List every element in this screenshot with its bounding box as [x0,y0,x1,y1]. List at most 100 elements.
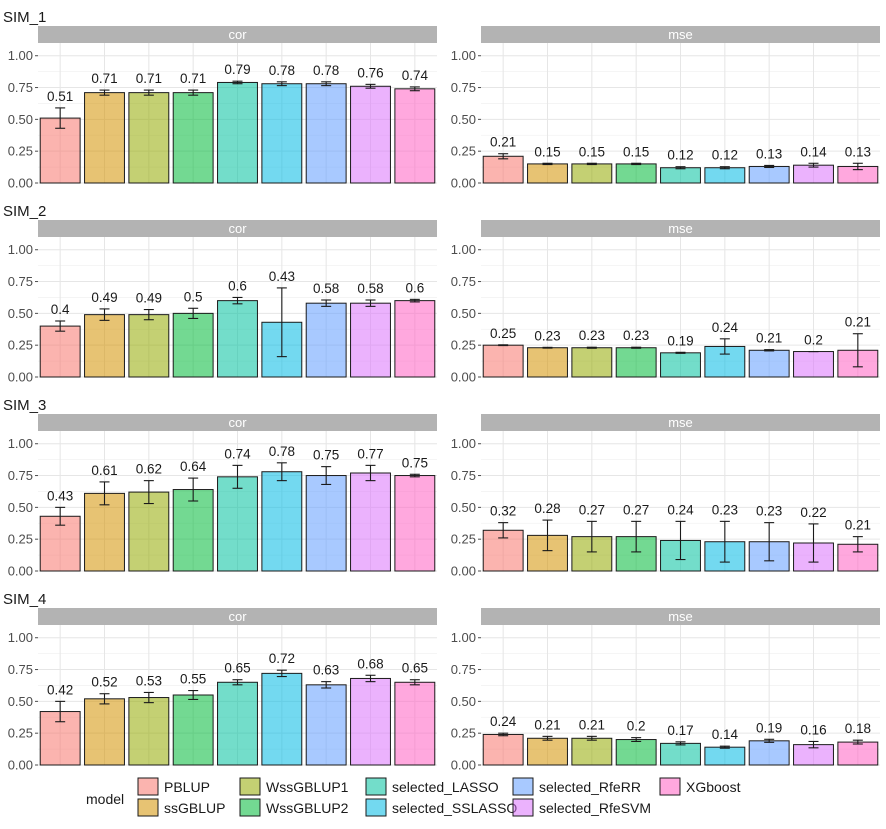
data-label: 0.13 [756,146,782,161]
legend-label-wssgblup1: WssGBLUP1 [266,779,349,795]
data-label: 0.23 [579,328,605,343]
data-label: 0.21 [845,315,871,330]
data-label: 0.23 [756,504,782,519]
y-tick-label: 1.00 [8,242,33,257]
data-label: 0.62 [136,462,162,477]
bar-sim_2-mse-selected_lasso [660,352,701,378]
bar-sim_3-cor-wssgblup2 [172,489,214,572]
bar-sim_4-mse-selected_lasso [660,742,701,766]
legend-label-selected_lasso: selected_LASSO [392,779,499,795]
data-label: 0.6 [228,278,247,293]
data-label: 0.72 [269,651,295,666]
y-tick-label: 0.50 [8,306,33,321]
y-tick-label: 0.25 [451,726,476,741]
y-tick-label: 0.00 [8,370,33,385]
data-label: 0.13 [845,144,871,159]
bar-sim_4-mse-wssgblup1 [571,737,613,766]
y-tick-label: 0.50 [451,694,476,709]
bar-sim_4-mse-pblup [482,733,524,766]
facet-strip-label: cor [228,27,247,42]
y-tick-label: 0.25 [8,726,33,741]
legend-label-xgboost: XGboost [686,779,741,795]
facet-strip [481,414,880,431]
y-tick-label: 0.00 [451,370,476,385]
data-label: 0.19 [756,720,782,735]
bar-sim_2-cor-ssgblup [84,314,125,378]
data-label: 0.23 [534,328,560,343]
facet-strip-label: mse [668,221,693,236]
data-label: 0.74 [402,68,429,83]
data-label: 0.24 [667,502,694,517]
y-tick-label: 0.75 [8,468,33,483]
bar-sim_2-mse-ssgblup [527,347,568,378]
bar-sim_1-mse-selected_rferr [748,165,790,184]
bar-sim_3-cor-selected_rfesvm [350,472,391,572]
data-label: 0.21 [845,518,871,533]
bar-sim_2-mse-wssgblup2 [615,347,657,378]
y-tick-label: 0.25 [451,144,476,159]
bar-sim_4-mse-selected_sslasso [704,746,746,766]
y-tick-label: 0.00 [8,758,33,773]
data-label: 0.24 [490,714,517,729]
bar-sim_4-cor-selected_rfesvm [350,677,391,766]
data-label: 0.42 [47,682,73,697]
data-label: 0.5 [184,289,203,304]
bar-sim_1-cor-wssgblup1 [128,92,170,184]
bar-sim_1-cor-selected_sslasso [261,83,303,184]
data-label: 0.12 [712,148,738,163]
data-label: 0.78 [269,444,295,459]
bar-sim_4-cor-selected_sslasso [261,672,303,766]
legend-label-selected_rferr: selected_RfeRR [539,779,641,795]
data-label: 0.49 [91,290,117,305]
data-label: 0.24 [712,320,739,335]
data-label: 0.23 [623,328,649,343]
bar-sim_2-cor-pblup [39,325,81,378]
bar-sim_4-cor-ssgblup [84,698,125,766]
y-tick-label: 0.75 [451,468,476,483]
legend-title: model [86,791,124,807]
data-label: 0.15 [579,144,605,159]
data-label: 0.6 [405,280,424,295]
legend-key-xgboost [659,777,681,796]
data-label: 0.43 [269,269,295,284]
data-label: 0.77 [357,446,383,461]
bar-sim_2-mse-pblup [482,344,524,378]
bar-sim_1-mse-wssgblup2 [615,163,657,184]
bar-sim_1-mse-ssgblup [527,163,568,184]
data-label: 0.75 [313,448,339,463]
y-tick-label: 0.75 [451,80,476,95]
data-label: 0.78 [313,63,339,78]
bar-sim_2-cor-selected_rfesvm [350,302,391,378]
bar-sim_1-cor-wssgblup2 [172,92,214,184]
data-label: 0.61 [91,463,117,478]
legend-key-wssgblup1 [239,777,261,796]
data-label: 0.21 [756,331,782,346]
facet-strip-label: cor [228,221,247,236]
data-label: 0.14 [800,144,827,159]
data-label: 0.58 [313,281,339,296]
bar-sim_2-cor-wssgblup2 [172,312,214,378]
y-tick-label: 1.00 [451,48,476,63]
bar-sim_2-cor-selected_lasso [217,300,258,378]
y-tick-label: 1.00 [451,242,476,257]
bar-sim_4-cor-wssgblup2 [172,694,214,766]
data-label: 0.27 [623,502,649,517]
data-label: 0.23 [712,502,738,517]
facet-strip-label: cor [228,609,247,624]
data-label: 0.51 [47,89,73,104]
y-tick-label: 0.00 [451,758,476,773]
facet-strip [481,26,880,43]
bar-sim_1-mse-selected_sslasso [704,167,746,184]
bar-sim_1-mse-selected_rfesvm [793,164,834,184]
data-label: 0.71 [136,71,162,86]
y-tick-label: 0.00 [451,564,476,579]
data-label: 0.14 [712,727,739,742]
y-tick-label: 0.00 [451,176,476,191]
y-tick-label: 0.25 [8,144,33,159]
bar-sim_3-cor-selected_lasso [217,476,258,572]
row-title-sim_2: SIM_2 [3,203,46,220]
legend-label-wssgblup2: WssGBLUP2 [266,800,349,816]
y-tick-label: 0.75 [451,662,476,677]
bar-sim_1-cor-selected_lasso [217,81,258,184]
y-tick-label: 0.75 [8,662,33,677]
